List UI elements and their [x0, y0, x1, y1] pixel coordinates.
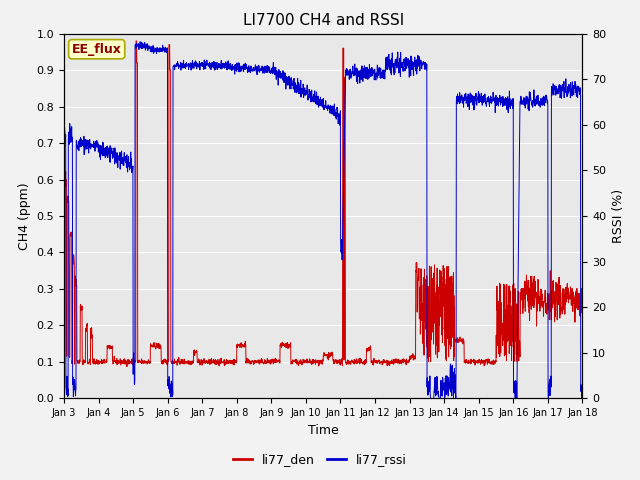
- Y-axis label: RSSI (%): RSSI (%): [612, 189, 625, 243]
- Y-axis label: CH4 (ppm): CH4 (ppm): [18, 182, 31, 250]
- X-axis label: Time: Time: [308, 424, 339, 437]
- Title: LI7700 CH4 and RSSI: LI7700 CH4 and RSSI: [243, 13, 404, 28]
- Legend: li77_den, li77_rssi: li77_den, li77_rssi: [228, 448, 412, 471]
- Text: EE_flux: EE_flux: [72, 43, 122, 56]
